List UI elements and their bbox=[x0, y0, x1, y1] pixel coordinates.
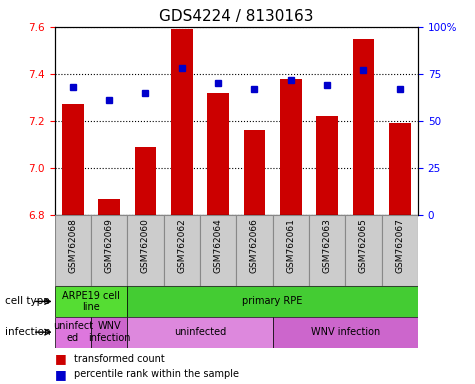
Bar bbox=[200, 215, 237, 286]
Bar bbox=[55, 215, 91, 286]
Bar bbox=[207, 93, 229, 215]
Bar bbox=[98, 199, 120, 215]
Bar bbox=[171, 29, 193, 215]
Text: GSM762060: GSM762060 bbox=[141, 218, 150, 273]
Text: GSM762061: GSM762061 bbox=[286, 218, 295, 273]
Text: GSM762066: GSM762066 bbox=[250, 218, 259, 273]
Text: WNV infection: WNV infection bbox=[311, 327, 380, 337]
Text: uninfect
ed: uninfect ed bbox=[53, 321, 93, 343]
Text: GSM762064: GSM762064 bbox=[214, 218, 223, 273]
Bar bbox=[127, 286, 418, 317]
Text: GSM762068: GSM762068 bbox=[68, 218, 77, 273]
Bar bbox=[381, 215, 418, 286]
Bar bbox=[127, 317, 273, 348]
Text: transformed count: transformed count bbox=[74, 354, 164, 364]
Bar bbox=[134, 147, 156, 215]
Text: cell type: cell type bbox=[5, 296, 49, 306]
Text: GSM762069: GSM762069 bbox=[104, 218, 114, 273]
Bar bbox=[273, 215, 309, 286]
Text: GSM762067: GSM762067 bbox=[395, 218, 404, 273]
Bar bbox=[91, 215, 127, 286]
Text: ■: ■ bbox=[55, 353, 66, 366]
Bar bbox=[280, 79, 302, 215]
Bar bbox=[316, 116, 338, 215]
Bar bbox=[273, 317, 418, 348]
Text: infection: infection bbox=[5, 327, 50, 337]
Text: GSM762063: GSM762063 bbox=[323, 218, 332, 273]
Bar bbox=[91, 317, 127, 348]
Text: GSM762062: GSM762062 bbox=[177, 218, 186, 273]
Text: GSM762065: GSM762065 bbox=[359, 218, 368, 273]
Bar bbox=[237, 215, 273, 286]
Bar bbox=[352, 39, 374, 215]
Bar bbox=[345, 215, 381, 286]
Title: GDS4224 / 8130163: GDS4224 / 8130163 bbox=[159, 9, 314, 24]
Bar bbox=[389, 123, 411, 215]
Text: primary RPE: primary RPE bbox=[242, 296, 303, 306]
Bar bbox=[127, 215, 163, 286]
Bar bbox=[62, 104, 84, 215]
Text: uninfected: uninfected bbox=[174, 327, 226, 337]
Bar bbox=[55, 317, 91, 348]
Bar bbox=[244, 130, 266, 215]
Bar bbox=[163, 215, 200, 286]
Text: percentile rank within the sample: percentile rank within the sample bbox=[74, 369, 238, 379]
Text: ARPE19 cell
line: ARPE19 cell line bbox=[62, 291, 120, 312]
Text: WNV
infection: WNV infection bbox=[88, 321, 130, 343]
Text: ■: ■ bbox=[55, 368, 66, 381]
Bar bbox=[55, 286, 127, 317]
Bar bbox=[309, 215, 345, 286]
